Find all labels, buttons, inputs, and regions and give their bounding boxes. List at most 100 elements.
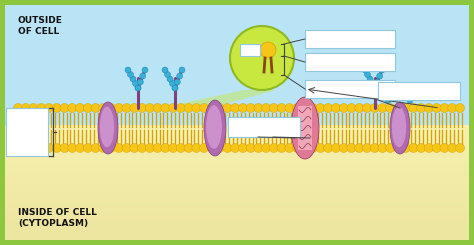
Circle shape (13, 103, 22, 112)
Circle shape (301, 103, 310, 112)
Bar (5, 215, 469, 216)
Circle shape (347, 144, 356, 152)
Circle shape (135, 85, 141, 91)
Circle shape (52, 144, 61, 152)
Bar (5, 188, 469, 189)
Bar (5, 173, 469, 174)
Circle shape (448, 144, 457, 152)
Bar (5, 210, 469, 211)
Bar (5, 193, 469, 194)
Circle shape (362, 67, 368, 73)
Bar (5, 197, 469, 198)
Bar (5, 158, 469, 159)
Circle shape (169, 103, 178, 112)
Circle shape (137, 103, 146, 112)
FancyBboxPatch shape (240, 44, 260, 56)
Circle shape (99, 144, 108, 152)
Circle shape (184, 103, 193, 112)
Ellipse shape (100, 107, 114, 147)
Circle shape (200, 103, 209, 112)
Circle shape (246, 103, 255, 112)
Bar (5, 162, 469, 163)
Circle shape (238, 144, 247, 152)
Bar (5, 145, 469, 146)
Circle shape (45, 144, 54, 152)
Bar (5, 170, 469, 171)
Bar (5, 147, 469, 148)
Circle shape (177, 73, 182, 79)
Circle shape (277, 144, 286, 152)
Bar (5, 213, 469, 214)
Circle shape (391, 93, 397, 99)
Circle shape (409, 144, 418, 152)
Bar (5, 148, 469, 149)
Bar (5, 140, 469, 141)
Bar (5, 131, 469, 132)
Circle shape (21, 144, 30, 152)
Circle shape (122, 144, 131, 152)
Circle shape (407, 97, 413, 103)
Circle shape (215, 103, 224, 112)
Circle shape (367, 76, 373, 82)
Bar (5, 167, 469, 168)
Circle shape (403, 93, 409, 99)
Bar (5, 135, 469, 136)
Circle shape (133, 81, 138, 86)
Circle shape (277, 103, 286, 112)
Bar (5, 136, 469, 137)
Circle shape (355, 144, 364, 152)
Circle shape (363, 103, 372, 112)
Ellipse shape (390, 102, 410, 154)
Bar (5, 129, 469, 130)
Circle shape (456, 103, 465, 112)
Circle shape (378, 144, 387, 152)
Circle shape (378, 103, 387, 112)
Circle shape (107, 144, 116, 152)
Bar (5, 171, 469, 172)
Ellipse shape (204, 100, 226, 156)
Bar (5, 190, 469, 191)
Bar (5, 157, 469, 158)
Bar (5, 189, 469, 190)
Bar (5, 202, 469, 203)
Circle shape (135, 85, 141, 91)
Text: OUTSIDE
OF CELL: OUTSIDE OF CELL (18, 16, 63, 36)
Bar (5, 179, 469, 180)
Bar (5, 156, 469, 157)
Circle shape (45, 103, 54, 112)
Circle shape (223, 103, 232, 112)
Bar (5, 161, 469, 162)
Circle shape (425, 103, 434, 112)
Circle shape (347, 103, 356, 112)
Circle shape (52, 103, 61, 112)
Circle shape (308, 103, 317, 112)
Bar (5, 214, 469, 215)
Bar (5, 151, 469, 152)
Circle shape (292, 103, 301, 112)
Bar (5, 222, 469, 223)
Circle shape (246, 144, 255, 152)
Circle shape (207, 144, 216, 152)
Ellipse shape (291, 97, 319, 159)
Circle shape (230, 26, 294, 90)
Bar (5, 204, 469, 205)
Bar (5, 178, 469, 179)
Circle shape (60, 144, 69, 152)
Circle shape (269, 103, 278, 112)
Circle shape (21, 103, 30, 112)
Circle shape (231, 144, 240, 152)
Circle shape (372, 85, 378, 91)
Circle shape (68, 144, 77, 152)
Circle shape (37, 144, 46, 152)
Circle shape (128, 72, 134, 77)
Circle shape (172, 85, 178, 91)
Circle shape (130, 103, 139, 112)
Bar (5, 168, 469, 169)
Circle shape (331, 144, 340, 152)
Circle shape (425, 144, 434, 152)
Bar (5, 130, 469, 131)
FancyBboxPatch shape (305, 80, 395, 98)
Bar (5, 219, 469, 220)
Circle shape (114, 144, 123, 152)
Circle shape (146, 144, 155, 152)
